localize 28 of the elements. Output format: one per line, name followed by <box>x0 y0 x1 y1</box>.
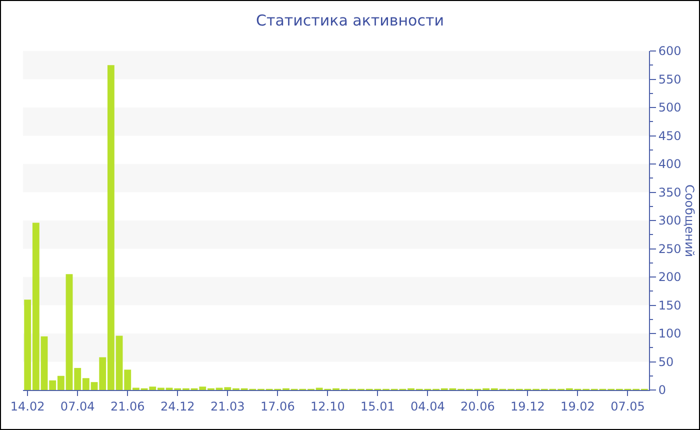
y-tick-label: 400 <box>658 157 682 172</box>
x-tick-label: 19.02 <box>560 399 595 414</box>
x-tick-label: 04.04 <box>410 399 445 414</box>
y-tick-label: 100 <box>658 326 682 341</box>
x-tick-label: 24.12 <box>160 399 195 414</box>
x-tick-label: 21.06 <box>110 399 145 414</box>
y-tick-label: 250 <box>658 242 682 256</box>
x-tick-label: 14.02 <box>10 399 45 414</box>
x-tick-label: 19.12 <box>510 399 545 414</box>
y-tick-label: 550 <box>658 72 682 86</box>
y-tick-label: 50 <box>658 354 674 369</box>
y-tick-label: 450 <box>658 128 682 143</box>
y-tick-label: 0 <box>658 383 666 398</box>
chart-title: Статистика активности <box>256 12 444 30</box>
y-tick-label: 600 <box>658 44 682 58</box>
x-tick-label: 21.03 <box>210 399 245 414</box>
y-axis-title: Сообщений <box>682 184 696 258</box>
x-tick-label: 07.05 <box>610 399 645 414</box>
y-tick-label: 500 <box>658 100 682 115</box>
y-tick-label: 300 <box>658 214 682 228</box>
x-tick-label: 15.01 <box>360 399 395 414</box>
x-tick-label: 07.04 <box>60 399 95 414</box>
y-tick-label: 350 <box>658 185 682 200</box>
x-tick-label: 20.06 <box>460 399 495 414</box>
x-tick-label: 17.06 <box>260 399 295 414</box>
x-tick-label: 12.10 <box>310 399 345 414</box>
y-tick-label: 150 <box>658 298 682 312</box>
y-tick-label: 200 <box>658 270 682 284</box>
